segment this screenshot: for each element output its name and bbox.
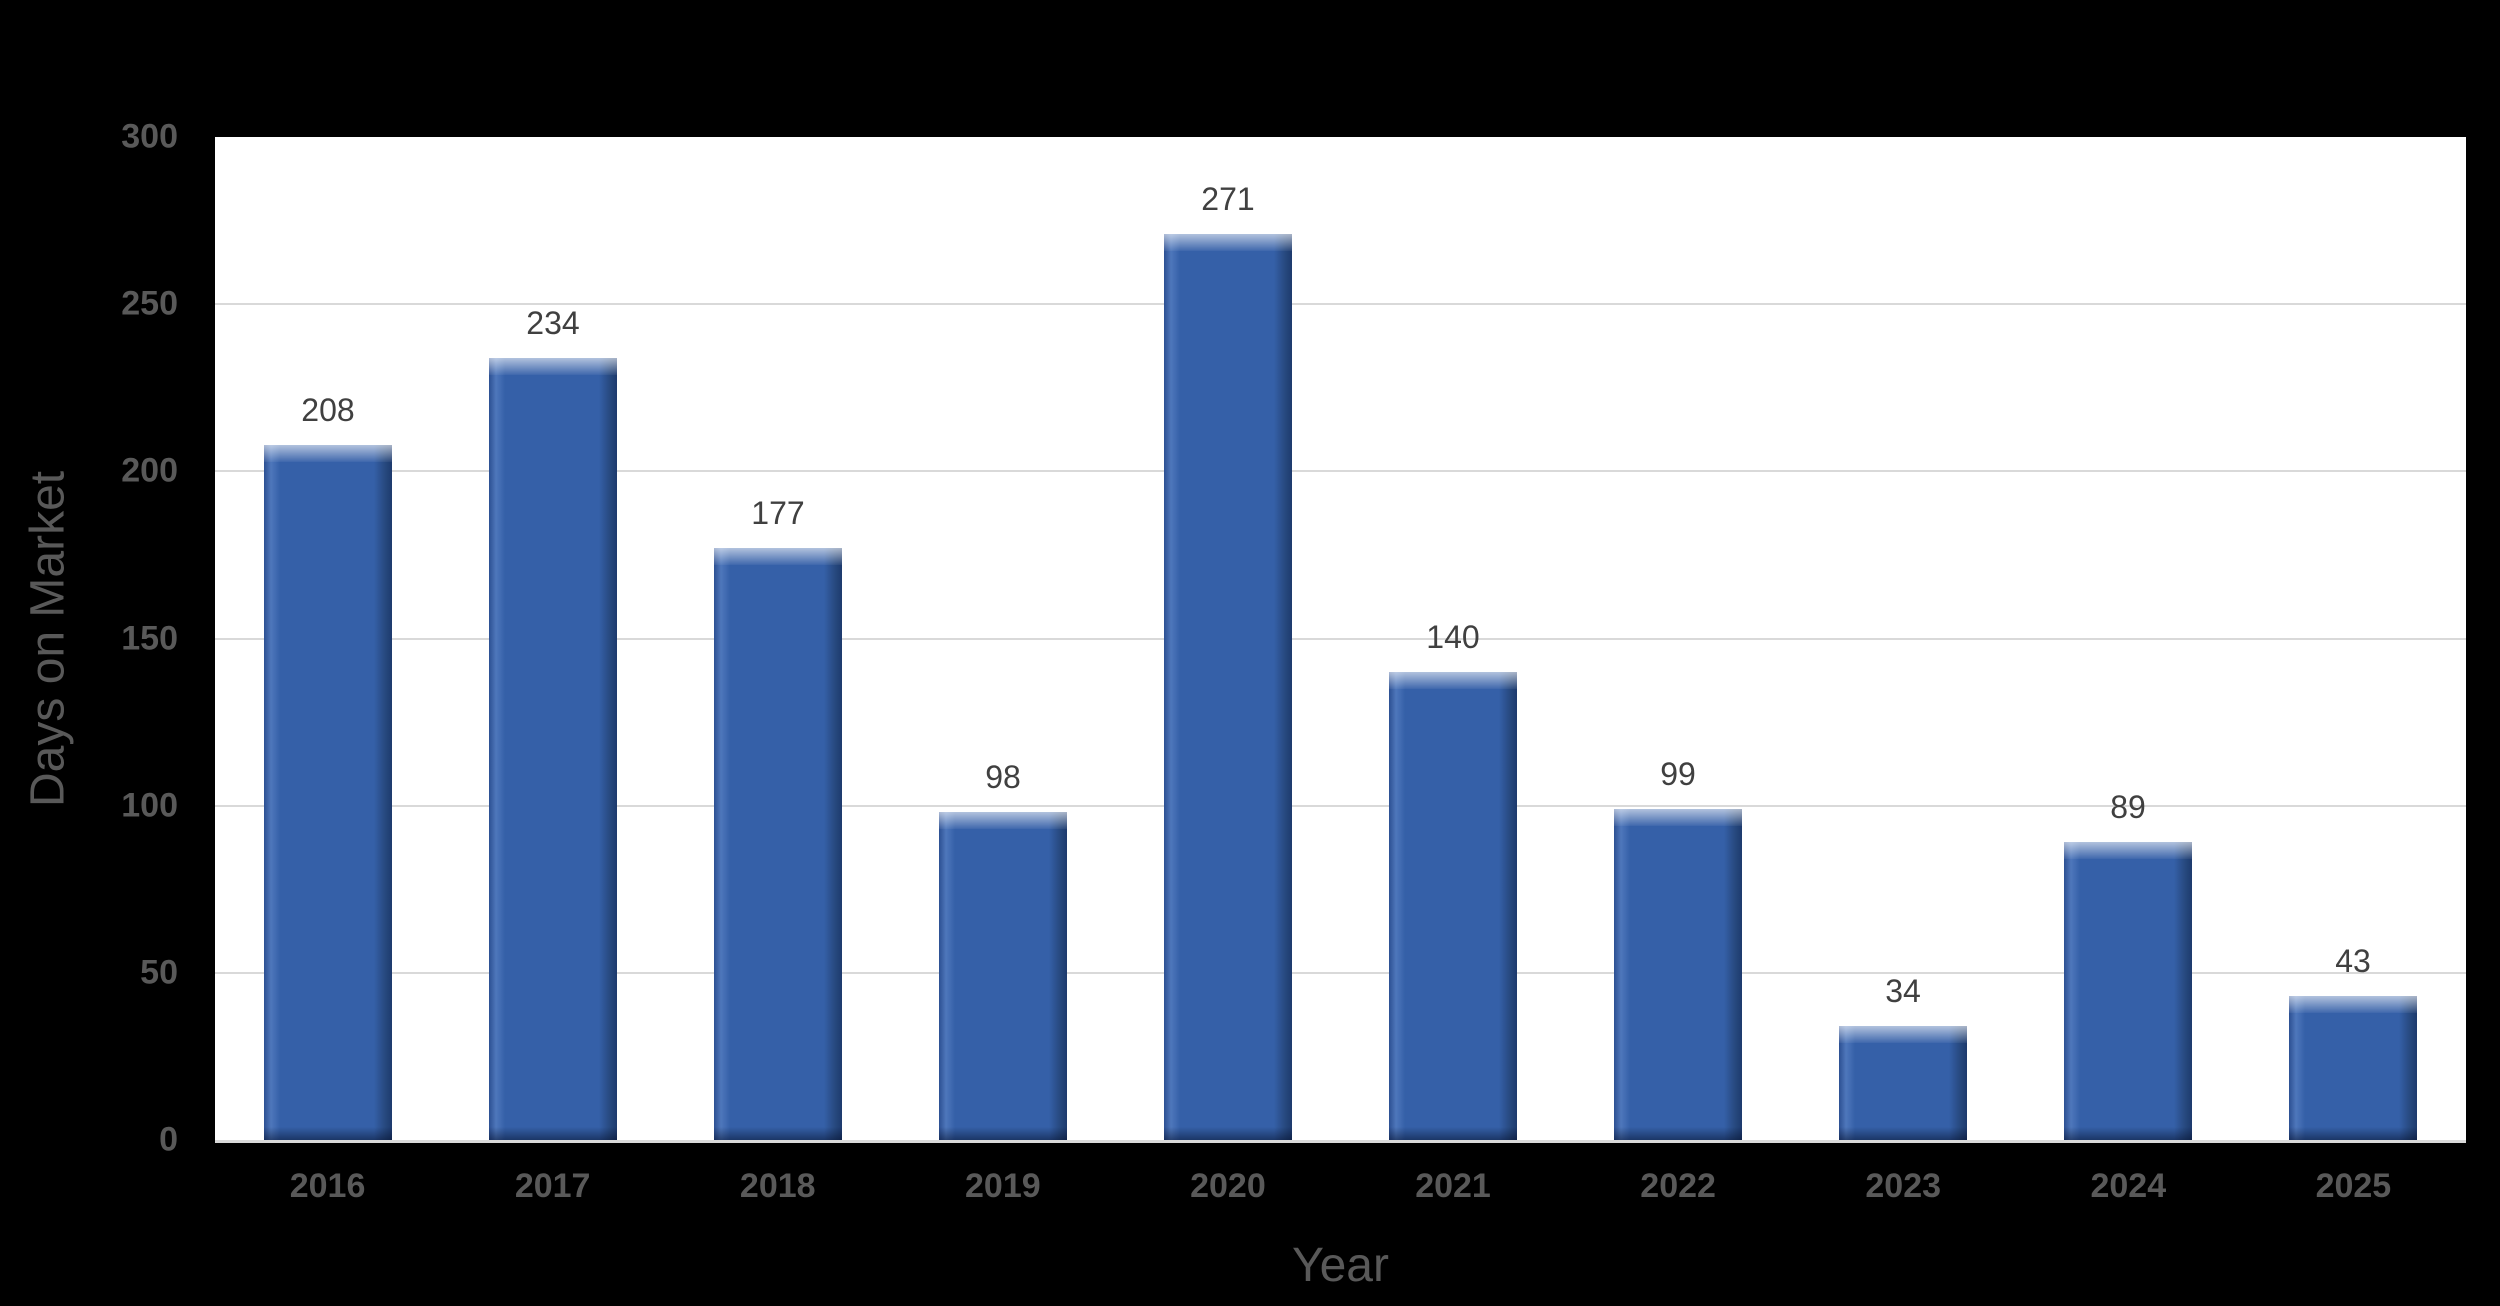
x-tick-2022: 2022	[1640, 1167, 1716, 1205]
value-label-2025: 43	[2335, 943, 2371, 979]
bar-2020	[1164, 234, 1292, 1140]
gridline-150	[215, 637, 2466, 640]
bar-2024	[2064, 842, 2192, 1140]
x-tick-2016: 2016	[289, 1167, 366, 1205]
value-label-2021: 140	[1426, 619, 1480, 655]
x-tick-2017: 2017	[514, 1167, 591, 1205]
plot-area: 208 234 177 98 271 140 99 34 89 43	[215, 137, 2466, 1143]
bar-2023	[1839, 1026, 1967, 1140]
gridline-100	[215, 804, 2466, 807]
x-tick-2021: 2021	[1415, 1167, 1491, 1205]
value-label-2020: 271	[1201, 181, 1255, 217]
value-label-2019: 98	[985, 759, 1021, 795]
bar-2022	[1614, 809, 1742, 1140]
x-axis-tick-labels: 2016 2017 2018 2019 2020 2021 2022 2023 2024 2025	[215, 1158, 2466, 1214]
value-label-2023: 34	[1885, 973, 1921, 1009]
gridline-200	[215, 470, 2466, 473]
value-label-2016: 208	[301, 392, 355, 428]
x-tick-2019: 2019	[965, 1167, 1041, 1205]
x-tick-2024: 2024	[2090, 1167, 2167, 1205]
y-tick-300: 300	[121, 117, 178, 156]
gridline-250	[215, 303, 2466, 306]
value-label-2024: 89	[2110, 789, 2146, 825]
bar-2025	[2289, 996, 2417, 1140]
x-tick-2023: 2023	[1865, 1167, 1942, 1205]
value-label-2018: 177	[751, 495, 805, 531]
bar-2021	[1389, 672, 1517, 1140]
bar-2018	[714, 548, 842, 1140]
y-tick-50: 50	[140, 953, 178, 992]
x-tick-2018: 2018	[739, 1167, 816, 1205]
y-tick-250: 250	[121, 284, 178, 323]
y-tick-100: 100	[121, 786, 178, 825]
value-label-2022: 99	[1660, 756, 1696, 792]
gridline-50	[215, 971, 2466, 974]
y-tick-0: 0	[159, 1120, 178, 1159]
value-label-2017: 234	[526, 305, 580, 341]
bar-2016	[264, 445, 392, 1140]
x-axis-title: Year	[1292, 1239, 1389, 1292]
bar-2019	[939, 812, 1067, 1140]
x-tick-2025: 2025	[2315, 1167, 2392, 1205]
y-tick-200: 200	[121, 451, 178, 490]
bar-2017	[489, 358, 617, 1140]
y-tick-150: 150	[121, 619, 178, 657]
x-tick-2020: 2020	[1190, 1167, 1266, 1205]
y-axis-tick-labels: 0 50 100 150 200 250 300	[0, 0, 178, 1306]
